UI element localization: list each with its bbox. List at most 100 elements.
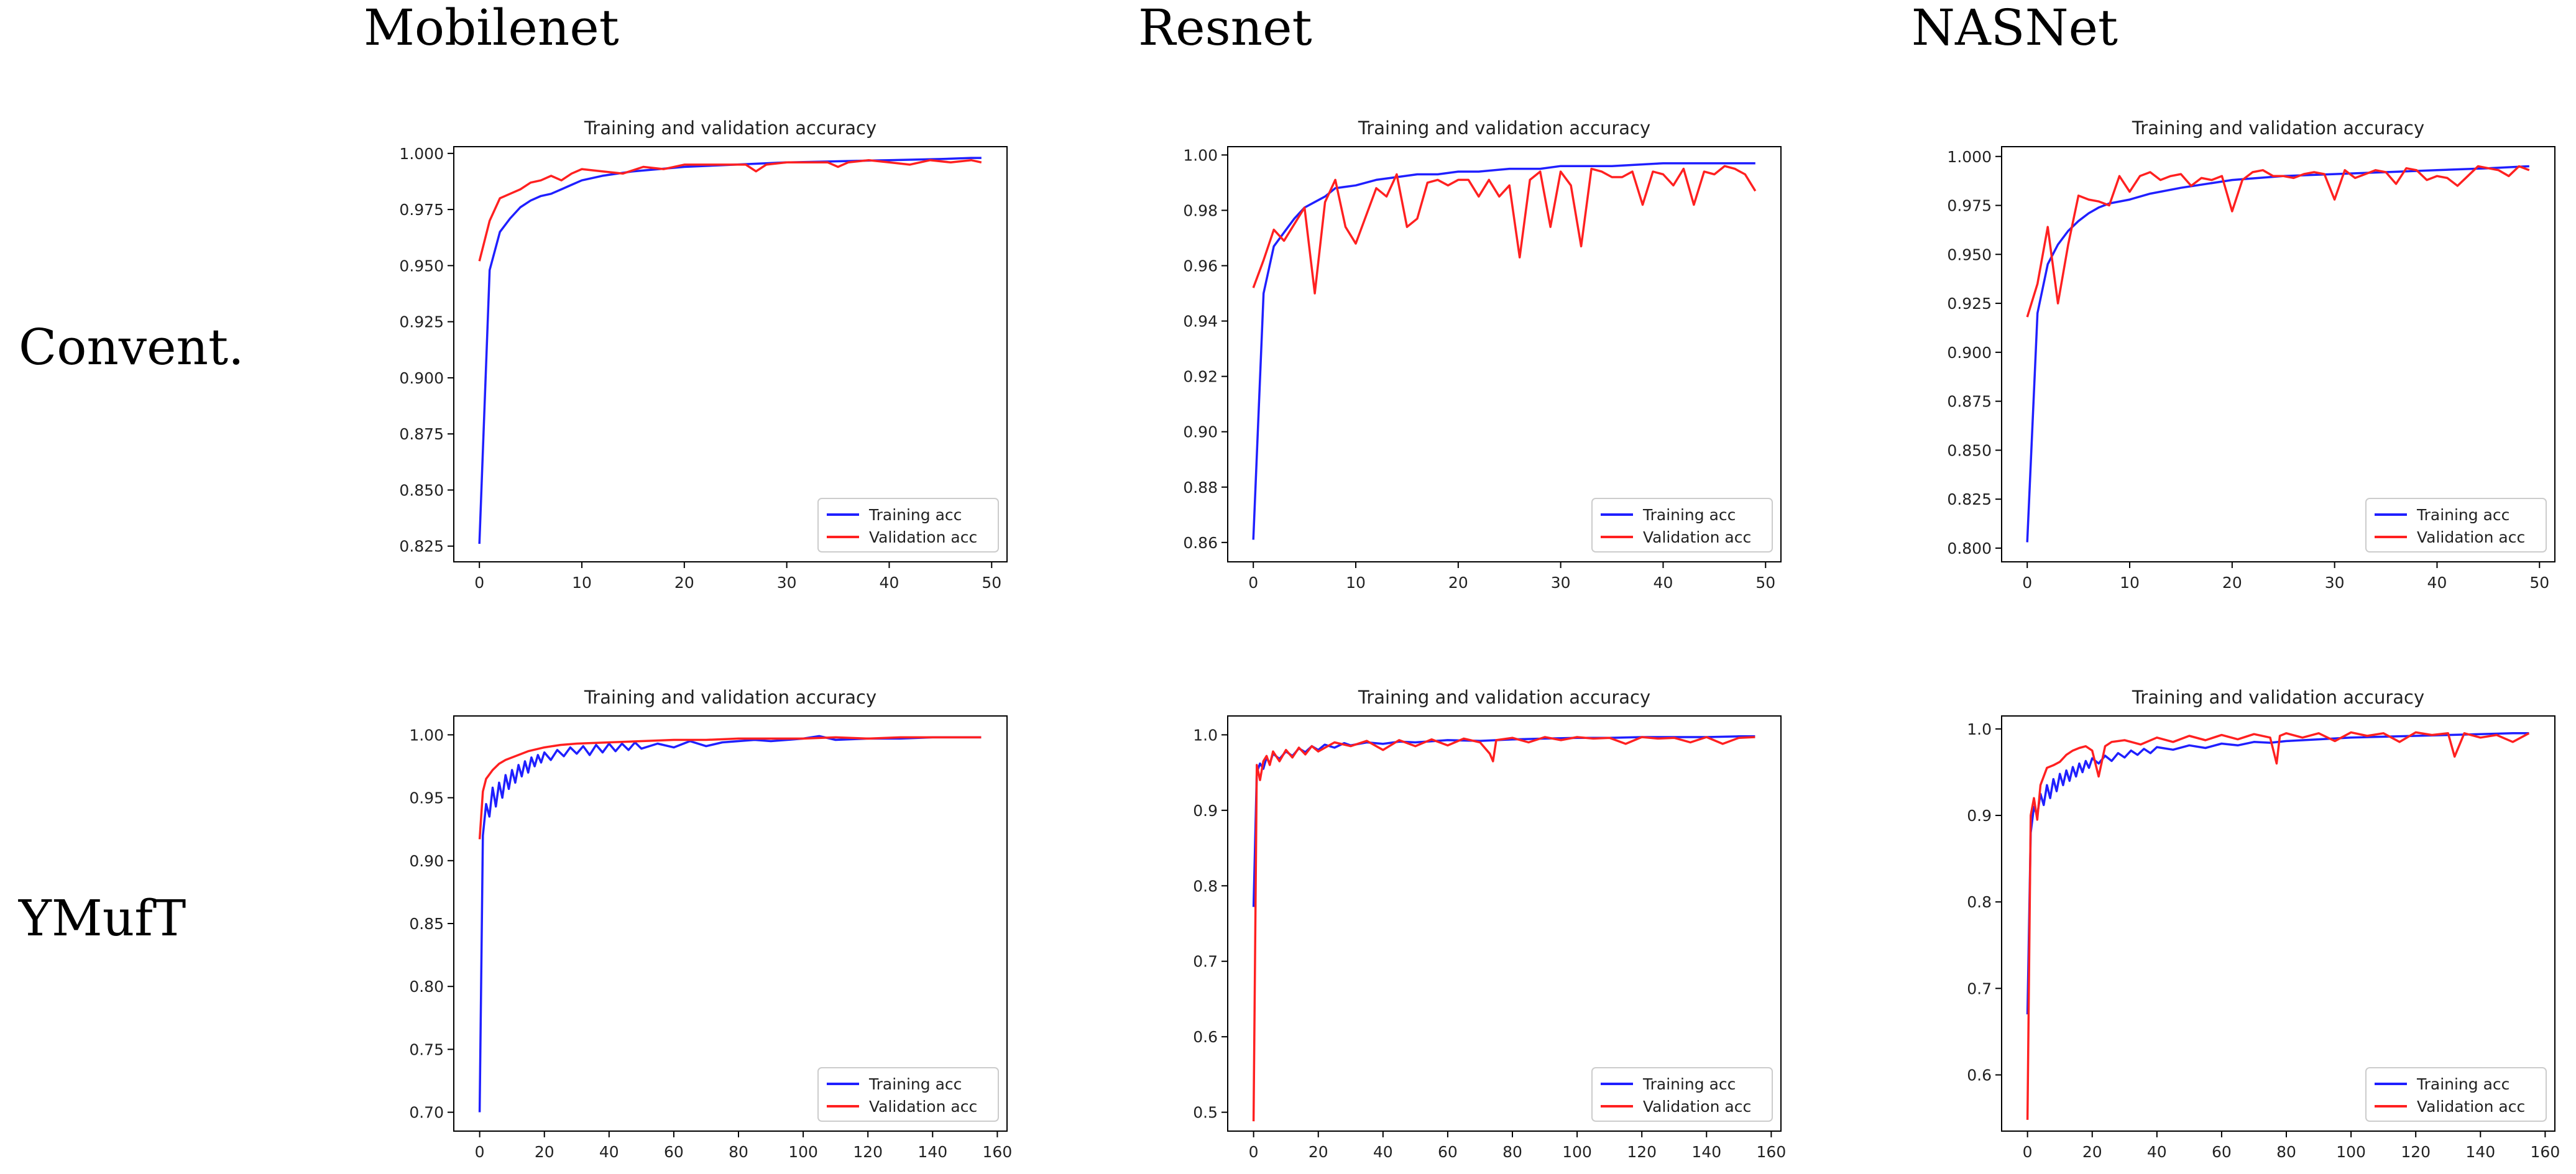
x-tick-label: 50 [982,574,1001,592]
x-tick-label: 40 [2147,1143,2167,1161]
legend-label: Training acc [868,1075,962,1093]
x-tick-label: 20 [2082,1143,2102,1161]
row-label-ymuft: YMufT [19,889,186,947]
column-label-resnet: Resnet [1138,0,1312,57]
x-tick-label: 60 [664,1143,684,1161]
y-tick-label: 0.98 [1183,201,1218,219]
x-tick-label: 50 [1755,574,1775,592]
legend-box [1591,498,1773,553]
legend: Training acc Validation acc [817,1067,999,1122]
x-tick-label: 60 [1438,1143,1458,1161]
y-tick-label: 0.825 [399,538,444,556]
legend-label: Training acc [2416,506,2509,524]
y-tick-label: 0.94 [1183,313,1218,331]
legend-label: Validation acc [869,1098,977,1116]
x-tick-label: 20 [1309,1143,1328,1161]
chart-title: Training and validation accuracy [584,687,876,708]
legend-box [2365,1067,2547,1122]
y-tick-label: 0.92 [1183,368,1218,386]
y-tick-label: 0.9 [1967,807,1992,825]
chart-title: Training and validation accuracy [1358,687,1650,708]
y-tick-label: 0.950 [399,257,444,275]
y-tick-label: 0.75 [409,1040,444,1058]
x-tick-label: 20 [674,574,694,592]
plot-area [2001,715,2555,1132]
legend: Training acc Validation acc [2365,498,2547,553]
column-label-nasnet: NASNet [1911,0,2118,57]
y-tick-label: 0.950 [1947,245,1992,264]
x-tick-label: 10 [1346,574,1366,592]
chart-2: Training and validation accuracy 0 10 20 30 4… [1183,117,1782,592]
y-tick-label: 1.000 [1947,148,1992,166]
chart-5: Training and validation accuracy 0 20 40 60 8… [1193,687,1786,1161]
x-tick-label: 40 [1654,574,1673,592]
x-tick-label: 20 [1448,574,1468,592]
chart-1: Training and validation accuracy 0 10 20 30 4… [399,117,1008,592]
plot-area [2001,146,2555,562]
y-tick-label: 0.95 [409,789,444,807]
y-tick-label: 0.875 [399,425,444,443]
y-tick-label: 0.825 [1947,490,1992,508]
y-tick-label: 0.86 [1183,534,1218,552]
legend-label: Validation acc [1643,528,1751,546]
series-line-validation [478,158,982,262]
legend-label: Training acc [1642,1075,1736,1093]
legend-label: Training acc [1642,506,1736,524]
y-tick-label: 0.80 [409,978,444,996]
chart-3: Training and validation accuracy 0 10 20 30 4… [1947,117,2555,592]
chart-title: Training and validation accuracy [2132,117,2424,139]
y-tick-label: 0.90 [409,852,444,870]
x-tick-label: 10 [2120,574,2140,592]
series-line-training [478,157,982,544]
y-tick-label: 0.900 [399,369,444,387]
plot-area [1227,715,1782,1132]
x-tick-label: 80 [1502,1143,1522,1161]
x-tick-label: 100 [2336,1143,2366,1161]
series-line-training [1252,162,1755,540]
x-tick-label: 50 [2529,574,2549,592]
series-line-validation [1252,736,1755,1122]
x-tick-label: 120 [853,1143,883,1161]
legend-label: Validation acc [1643,1098,1751,1116]
y-tick-label: 0.70 [409,1104,444,1122]
chart-4: Training and validation accuracy 0 20 40 60 8… [409,687,1012,1161]
y-tick-label: 0.88 [1183,479,1218,497]
x-tick-label: 10 [572,574,592,592]
y-tick-label: 0.900 [1947,344,1992,362]
series-line-validation [2026,165,2530,318]
chart-title: Training and validation accuracy [584,117,876,139]
x-tick-label: 0 [1249,1143,1259,1161]
x-tick-label: 60 [2212,1143,2232,1161]
column-label-mobilenet: Mobilenet [364,0,619,57]
legend-label: Validation acc [2417,528,2525,546]
legend-label: Training acc [2416,1075,2509,1093]
x-tick-label: 40 [1373,1143,1393,1161]
legend-label: Validation acc [869,528,977,546]
legend-box [817,1067,999,1122]
x-tick-label: 80 [2276,1143,2296,1161]
x-tick-label: 160 [2531,1143,2560,1161]
x-tick-label: 160 [1757,1143,1787,1161]
y-tick-label: 1.0 [1967,720,1992,738]
y-tick-label: 1.00 [1183,146,1218,164]
x-tick-label: 100 [788,1143,818,1161]
y-tick-label: 1.000 [399,145,444,163]
plot-area [453,146,1008,562]
legend: Training acc Validation acc [817,498,999,553]
x-tick-label: 120 [1627,1143,1657,1161]
y-tick-label: 0.925 [1947,295,1992,313]
y-tick-label: 0.5 [1193,1104,1218,1122]
series-line-training [478,735,982,1112]
series-line-validation [2026,731,2530,1120]
y-tick-label: 0.6 [1967,1066,1992,1085]
x-tick-label: 0 [474,574,484,592]
x-tick-label: 20 [2222,574,2242,592]
y-tick-label: 1.00 [409,726,444,744]
x-tick-label: 0 [1248,574,1258,592]
y-tick-label: 0.975 [1947,197,1992,215]
x-tick-label: 20 [535,1143,554,1161]
y-tick-label: 0.96 [1183,257,1218,275]
x-tick-label: 100 [1562,1143,1592,1161]
y-tick-label: 0.8 [1967,893,1992,911]
